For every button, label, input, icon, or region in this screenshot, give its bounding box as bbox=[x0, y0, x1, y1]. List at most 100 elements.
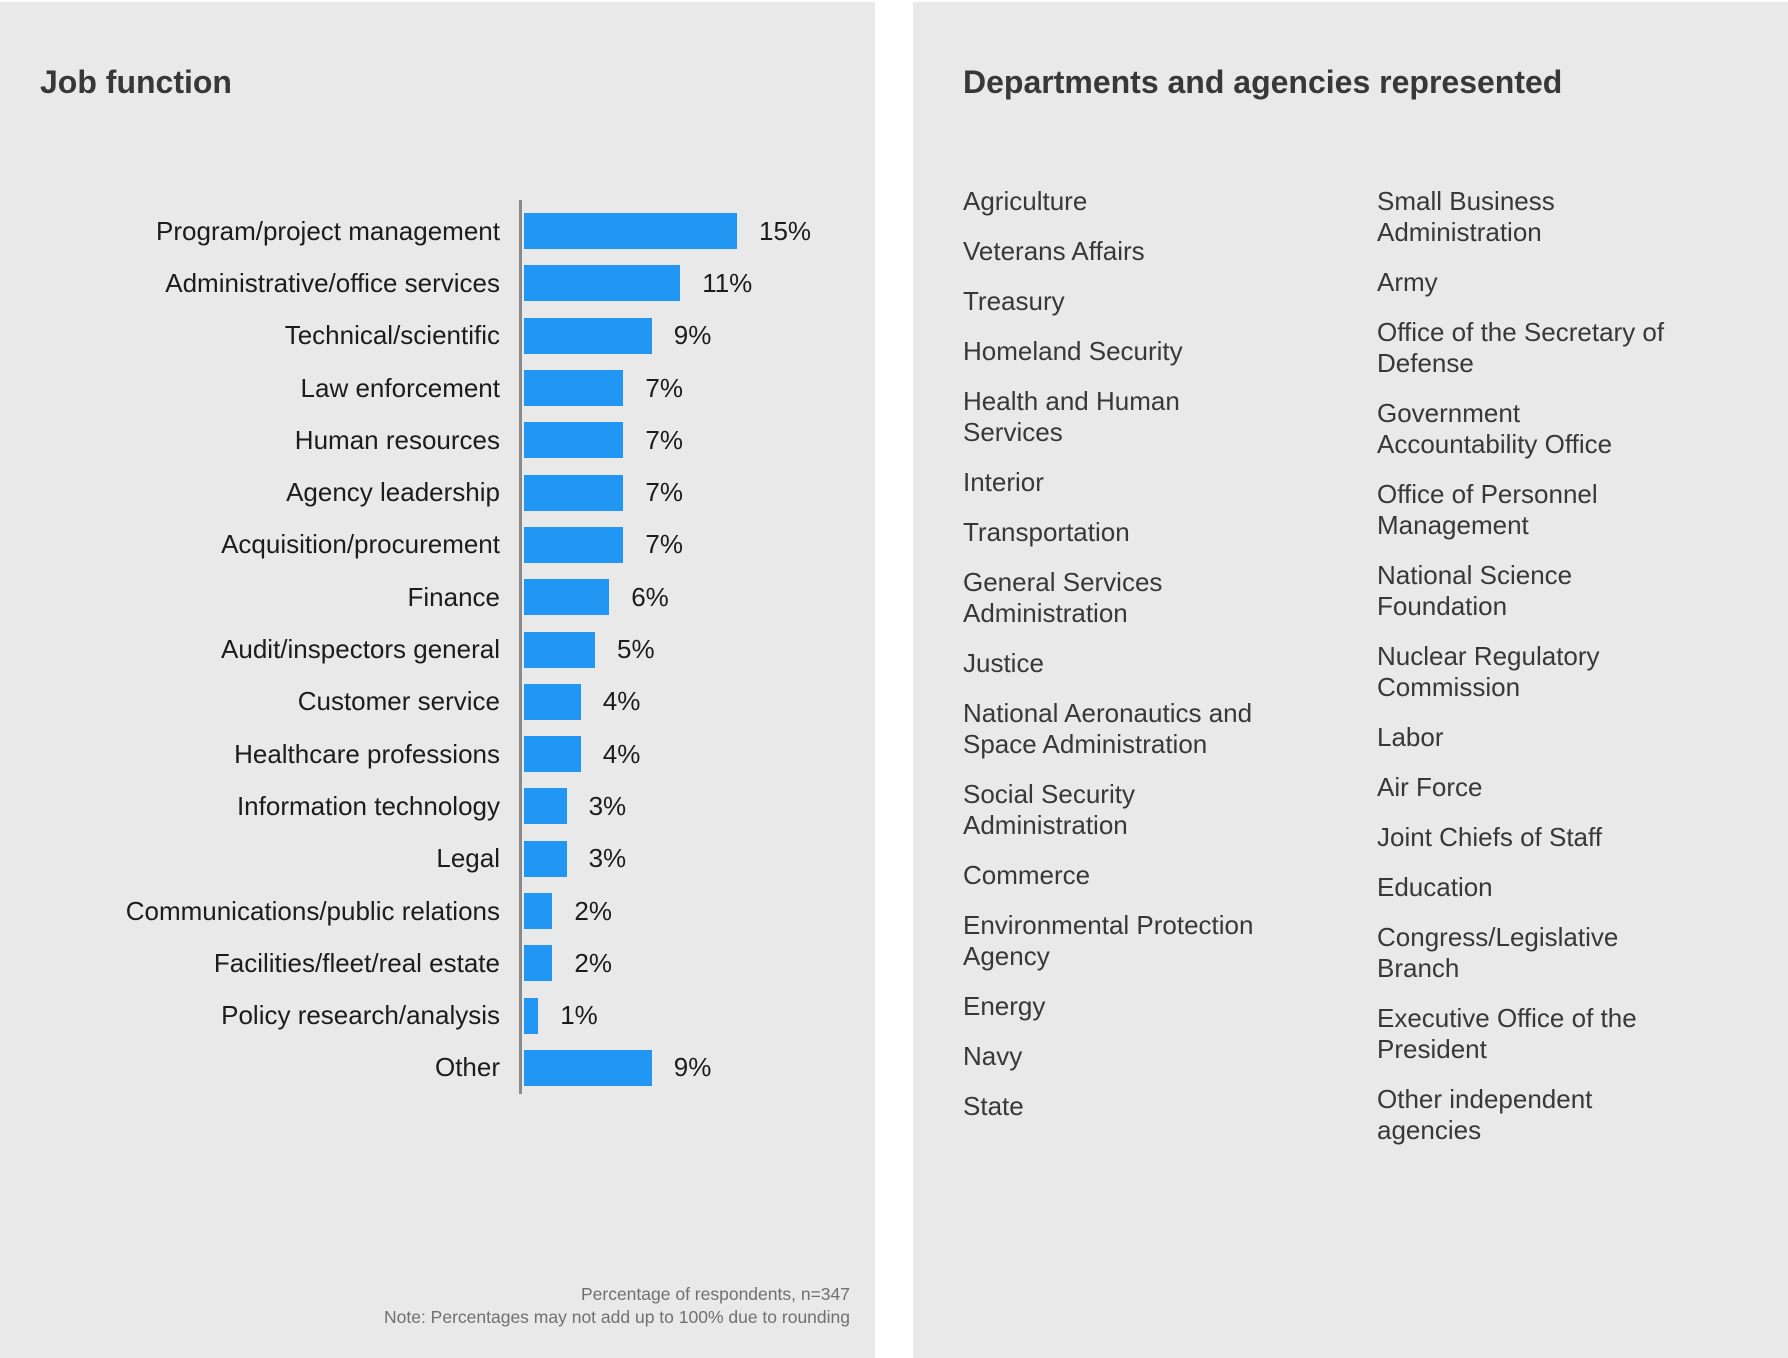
category-label: Policy research/analysis bbox=[221, 1000, 500, 1031]
value-label: 11% bbox=[702, 267, 753, 298]
agencies-column-2: Small Business Administration Army Office … bbox=[1377, 186, 1757, 1165]
agency-list-item: Other independent agencies bbox=[1377, 1084, 1593, 1145]
bar bbox=[524, 579, 610, 616]
agency-list-item: Justice bbox=[963, 648, 1044, 678]
bar-row: Administrative/office services 11% bbox=[0, 257, 875, 309]
bar-row: Legal 3% bbox=[0, 833, 875, 885]
agency-list-item: Agriculture bbox=[963, 186, 1088, 216]
bar bbox=[524, 683, 581, 720]
agency-list-item: Environmental Protection Agency bbox=[963, 910, 1254, 971]
bar bbox=[524, 997, 539, 1034]
category-label: Human resources bbox=[294, 424, 500, 455]
bar-row: Facilities/fleet/real estate 2% bbox=[0, 937, 875, 989]
category-label: Agency leadership bbox=[286, 477, 500, 508]
agency-list-item: Joint Chiefs of Staff bbox=[1377, 822, 1602, 852]
agency-list-item: National Science Foundation bbox=[1377, 560, 1573, 621]
category-label: Other bbox=[434, 1052, 500, 1083]
category-label: Legal bbox=[436, 843, 500, 874]
bar bbox=[524, 317, 652, 354]
bar-row: Law enforcement 7% bbox=[0, 362, 875, 414]
agency-list-item: Veterans Affairs bbox=[963, 236, 1145, 266]
value-label: 7% bbox=[645, 372, 683, 403]
footnote-sample-size: Percentage of respondents, n=347 bbox=[580, 1284, 850, 1304]
value-label: 7% bbox=[645, 477, 683, 508]
agency-list-item: Health and Human Services bbox=[963, 386, 1180, 447]
agency-list-item: General Services Administration bbox=[963, 567, 1163, 628]
footnote-rounding-note: Note: Percentages may not add up to 100%… bbox=[383, 1307, 850, 1327]
category-label: Acquisition/procurement bbox=[221, 529, 500, 560]
agencies-title: Departments and agencies represented bbox=[963, 64, 1563, 100]
agency-list-item: Labor bbox=[1377, 722, 1444, 752]
bar-row: Program/project management 15% bbox=[0, 205, 875, 257]
bar-row: Finance 6% bbox=[0, 571, 875, 623]
category-label: Law enforcement bbox=[300, 372, 500, 403]
bar bbox=[524, 1049, 652, 1086]
value-label: 7% bbox=[645, 529, 683, 560]
agency-list-item: Office of the Secretary of Defense bbox=[1377, 317, 1665, 378]
bar bbox=[524, 474, 624, 511]
agency-list-item: State bbox=[963, 1091, 1024, 1121]
category-label: Information technology bbox=[236, 790, 500, 821]
agency-list-item: Transportation bbox=[963, 517, 1130, 547]
value-label: 7% bbox=[645, 424, 683, 455]
agency-list-item: Energy bbox=[963, 991, 1046, 1021]
category-label: Facilities/fleet/real estate bbox=[213, 947, 500, 978]
agency-list-item: Government Accountability Office bbox=[1377, 398, 1613, 459]
chart-footnote: Percentage of respondents, n=347 Note: P… bbox=[384, 1283, 850, 1329]
bar bbox=[524, 265, 681, 302]
bar bbox=[524, 893, 553, 929]
agencies-column-1: Agriculture Veterans Affairs Treasury Homel… bbox=[963, 186, 1343, 1141]
value-label: 15% bbox=[759, 215, 812, 246]
category-label: Administrative/office services bbox=[165, 267, 500, 298]
value-label: 4% bbox=[602, 738, 641, 769]
value-label: 1% bbox=[560, 1000, 598, 1031]
category-label: Healthcare professions bbox=[234, 738, 500, 769]
bar bbox=[524, 422, 624, 459]
category-label: Technical/scientific bbox=[284, 320, 500, 351]
agency-list-item: Interior bbox=[963, 467, 1044, 497]
value-label: 2% bbox=[574, 895, 612, 926]
bar-row: Other 9% bbox=[0, 1042, 875, 1094]
bar-row: Audit/inspectors general 5% bbox=[0, 623, 875, 675]
value-label: 3% bbox=[588, 843, 627, 874]
category-label: Finance bbox=[407, 581, 501, 612]
category-label: Customer service bbox=[297, 686, 500, 717]
bar bbox=[524, 945, 553, 982]
agency-list-item: Education bbox=[1377, 872, 1493, 902]
bar-row: Information technology 3% bbox=[0, 780, 875, 832]
bar bbox=[524, 631, 595, 668]
job-function-title: Job function bbox=[40, 64, 232, 100]
bar-row: Technical/scientific 9% bbox=[0, 310, 875, 362]
agency-list-item: Treasury bbox=[963, 286, 1065, 316]
agency-list-item: Social Security Administration bbox=[963, 779, 1135, 840]
value-label: 6% bbox=[631, 581, 669, 612]
job-function-bar-chart: Program/project management 15% Administrat… bbox=[0, 205, 875, 1094]
bar bbox=[524, 370, 624, 407]
agency-list-item: Executive Office of the President bbox=[1377, 1003, 1637, 1064]
job-function-panel: Job function Program/project management 1… bbox=[0, 2, 875, 1358]
bar bbox=[524, 736, 581, 773]
agency-list-item: Air Force bbox=[1377, 772, 1483, 802]
value-label: 3% bbox=[588, 790, 627, 821]
bar-row: Acquisition/procurement 7% bbox=[0, 519, 875, 571]
agency-list-item: National Aeronautics and Space Administr… bbox=[963, 698, 1253, 759]
agency-list-item: Congress/Legislative Branch bbox=[1377, 922, 1619, 983]
category-label: Audit/inspectors general bbox=[221, 634, 500, 665]
bar bbox=[524, 526, 624, 563]
bar-row: Healthcare professions 4% bbox=[0, 728, 875, 780]
value-label: 2% bbox=[574, 947, 612, 978]
value-label: 5% bbox=[617, 634, 655, 665]
bar bbox=[524, 788, 567, 825]
agency-list-item: Small Business Administration bbox=[1377, 186, 1555, 247]
value-label: 9% bbox=[673, 1052, 712, 1083]
bar bbox=[524, 840, 567, 877]
bar-row: Communications/public relations 2% bbox=[0, 885, 875, 937]
agencies-panel: Departments and agencies represented Agr… bbox=[913, 2, 1788, 1358]
chart-axis-line bbox=[519, 200, 522, 1094]
category-label: Communications/public relations bbox=[125, 895, 500, 926]
category-label: Program/project management bbox=[156, 215, 500, 246]
bar-row: Agency leadership 7% bbox=[0, 466, 875, 518]
agency-list-item: Office of Personnel Management bbox=[1377, 479, 1598, 540]
bar bbox=[524, 213, 737, 250]
value-label: 9% bbox=[673, 320, 712, 351]
